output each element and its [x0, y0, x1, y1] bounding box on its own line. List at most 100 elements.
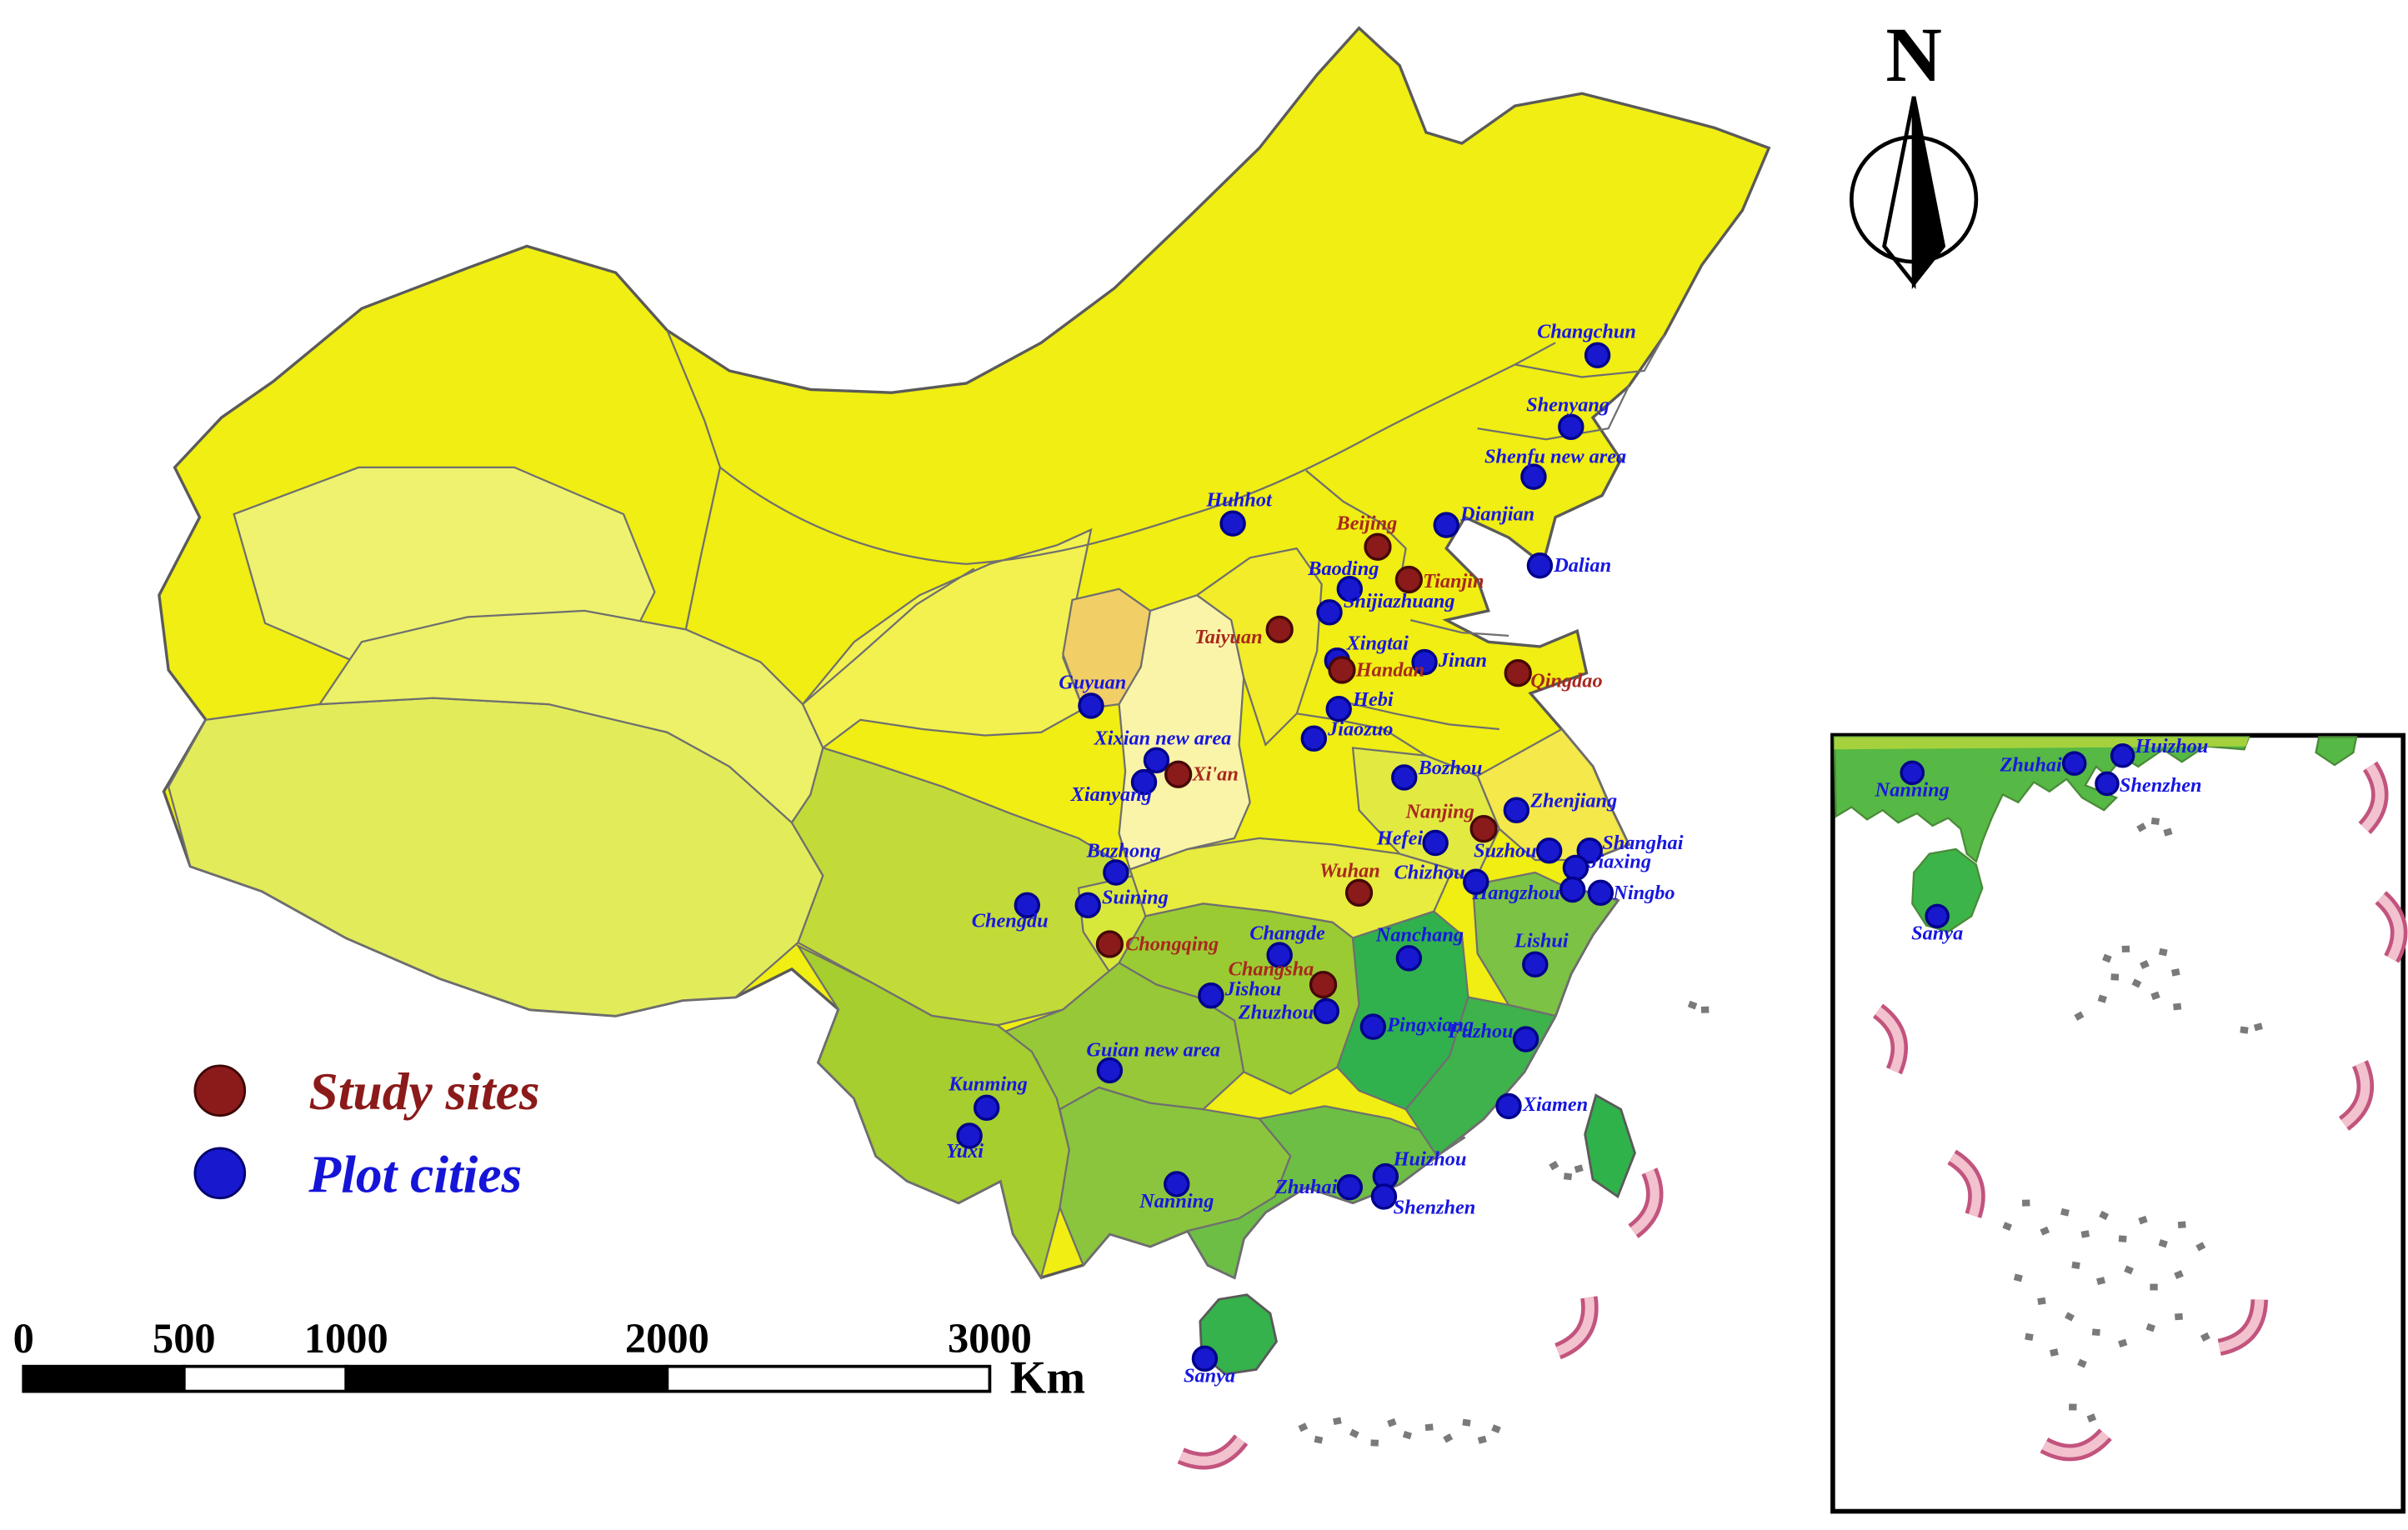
north-arrow-circle [1850, 135, 1979, 264]
plot-city-label: Xianyang [1070, 783, 1152, 806]
sea-island-dots [1298, 1000, 1710, 1447]
plot-city-marker-group: Changde [1249, 922, 1325, 968]
plot-city-label: Shenzhen [2120, 774, 2202, 797]
plot-city-marker-group: Hefei [1376, 827, 1449, 857]
study-site-marker-group: Tianjin [1394, 565, 1484, 594]
boundary-dash [1628, 1168, 1664, 1238]
small-island-dot [2136, 822, 2147, 832]
plot-city-dot [2061, 751, 2087, 776]
plot-city-label: Chengdu [972, 909, 1049, 932]
study-site-dot [1504, 659, 1532, 688]
scale-seg-3 [344, 1364, 669, 1393]
small-island-dot [2158, 948, 2168, 957]
plot-city-marker-group: Xiamen [1495, 1092, 1588, 1120]
plot-city-marker-group: Xingtai [1324, 632, 1409, 674]
small-island-dot [2150, 991, 2160, 1001]
scale-tick-0: 0 [13, 1315, 34, 1362]
plot-city-dot [1584, 342, 1611, 368]
small-island-dot [2077, 1358, 2087, 1368]
region-gansu [801, 528, 1093, 750]
boundary-dash-fill [1555, 1296, 1594, 1356]
study-site-marker-group: Taiyuan [1194, 615, 1294, 648]
study-site-label: Tianjin [1423, 570, 1484, 592]
study-site-label: Xi'an [1191, 763, 1238, 786]
plot-city-dot [1587, 879, 1615, 907]
small-island-dot [2121, 945, 2130, 952]
plot-city-marker-group: Shanghai [1576, 832, 1684, 864]
small-island-dot [2253, 1022, 2263, 1032]
plot-city-dot [1078, 692, 1104, 719]
small-island-dot [2150, 818, 2160, 825]
north-arrow: N [1850, 12, 1979, 289]
region-zhejiang [1471, 871, 1620, 1018]
small-island-dot [1549, 1160, 1559, 1171]
boundary-dash [2338, 1060, 2375, 1131]
small-island-dot [2163, 828, 2173, 837]
small-island-dot [2065, 1312, 2075, 1322]
study-site-dot [1164, 760, 1193, 788]
north-arrow-right [1911, 96, 1946, 289]
legend-plot-label: Plot cities [308, 1144, 522, 1203]
small-island-dot [1370, 1439, 1379, 1447]
plot-city-marker-group: Nanning [1875, 760, 1950, 801]
boundary-dash [1947, 1149, 1985, 1218]
inset-land-topright [2315, 736, 2358, 767]
small-island-dot [1298, 1422, 1309, 1432]
plot-city-dot [1559, 876, 1586, 903]
plot-city-label: Pingxiang [1386, 1014, 1474, 1037]
plot-city-dot [1336, 576, 1364, 602]
study-site-label: Nanjing [1405, 801, 1474, 823]
small-island-dot [2175, 1312, 2183, 1321]
region-jiangsu [1476, 728, 1630, 862]
study-site-dot [1394, 565, 1423, 594]
plot-city-label: Guian new area [1086, 1039, 1220, 1062]
taiwan-island [1584, 1093, 1636, 1199]
plot-city-dot [973, 1094, 1000, 1122]
small-island-dot [2118, 1235, 2127, 1242]
boundary-dash-fill [1875, 1007, 1905, 1073]
study-site-dot [1265, 615, 1294, 643]
scale-unit-label: Km [1010, 1352, 1085, 1403]
plot-city-label: Xixian new area [1094, 728, 1232, 750]
plot-city-dot [1535, 838, 1563, 864]
small-island-dot [2071, 1261, 2080, 1269]
small-island-dot [2080, 1230, 2090, 1238]
border-shandong-south [1339, 700, 1499, 731]
plot-city-marker-group: Jiaozuo [1300, 718, 1393, 752]
legend-study-swatch [193, 1064, 247, 1118]
border-shandong-north [1409, 619, 1509, 637]
plot-city-label: Bazhong [1086, 839, 1161, 862]
plot-city-dot [1325, 695, 1352, 722]
scale-tick-2000: 2000 [625, 1315, 709, 1362]
plot-city-marker-group: Sanya [1911, 903, 1963, 944]
inset-coast-top-strip [1834, 737, 2250, 750]
plot-city-marker-group: Shenyang [1526, 394, 1610, 440]
plot-city-label: Changchun [1537, 321, 1636, 343]
border-ne-1 [1514, 334, 1665, 378]
small-island-dot [2145, 1322, 2155, 1332]
plot-city-label: Huhhot [1205, 489, 1273, 512]
scale-tick-3000: 3000 [948, 1315, 1032, 1362]
plot-city-marker-group: Baoding [1307, 558, 1379, 602]
boundary-dash-fill [2218, 1299, 2265, 1352]
plot-city-dot [1925, 903, 1950, 929]
small-island-dot [2097, 994, 2107, 1003]
boundary-dash-fill [2340, 1062, 2370, 1128]
small-island-dot [2240, 1026, 2249, 1034]
study-site-label: Taiyuan [1194, 626, 1262, 648]
plot-city-dot [1336, 1173, 1364, 1201]
plot-city-marker-group: Shenzhen [2095, 771, 2202, 797]
plot-city-marker-group: Huhhot [1205, 489, 1273, 537]
plot-city-marker-group: Hebi [1325, 688, 1394, 722]
plot-city-dot [1495, 1092, 1522, 1120]
plot-city-dot [956, 1122, 983, 1149]
plot-city-marker-group: Suining [1074, 886, 1169, 918]
study-site-marker-group: Qingdao [1504, 659, 1603, 692]
plot-city-label: Chizhou [1394, 861, 1465, 883]
plot-city-dot [1503, 797, 1530, 823]
plot-city-marker-group: Bozhou [1391, 757, 1483, 791]
small-island-dot [1402, 1431, 1413, 1440]
study-site-label: Qingdao [1530, 670, 1602, 692]
